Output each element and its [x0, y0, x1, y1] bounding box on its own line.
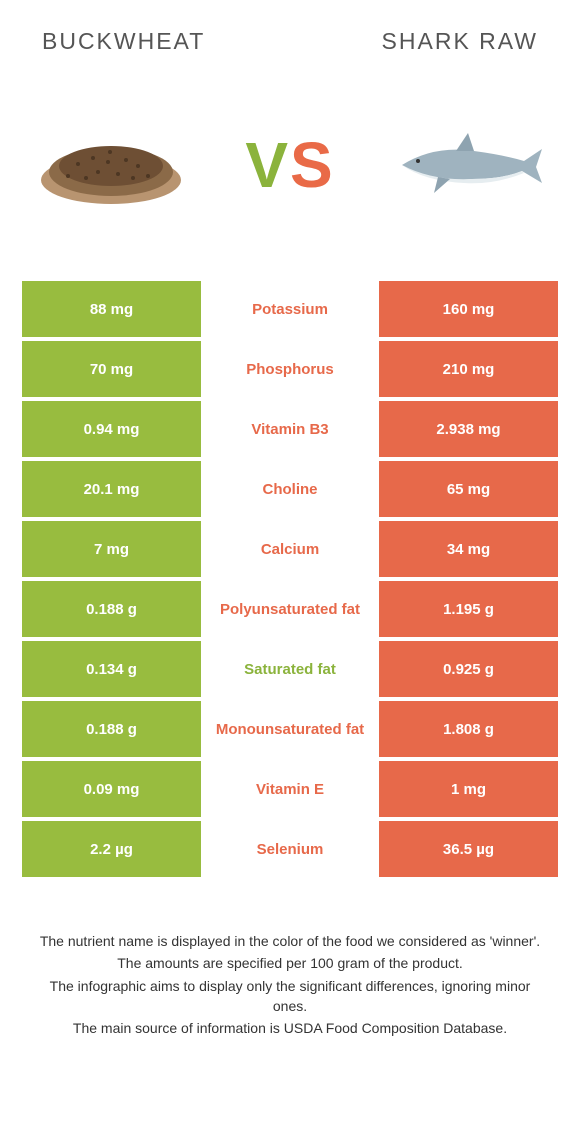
footer-line: The amounts are specified per 100 gram o… [32, 953, 548, 973]
cell-nutrient-name: Vitamin E [201, 761, 379, 817]
cell-nutrient-name: Vitamin B3 [201, 401, 379, 457]
cell-right-value: 36.5 µg [379, 821, 558, 877]
table-row: 2.2 µgSelenium36.5 µg [22, 821, 558, 877]
table-row: 0.188 gMonounsaturated fat1.808 g [22, 701, 558, 757]
table-row: 0.94 mgVitamin B32.938 mg [22, 401, 558, 457]
cell-left-value: 0.09 mg [22, 761, 201, 817]
cell-right-value: 160 mg [379, 281, 558, 337]
shark-image [394, 115, 544, 215]
vs-v-letter: V [245, 129, 290, 201]
cell-nutrient-name: Monounsaturated fat [201, 701, 379, 757]
table-row: 70 mgPhosphorus210 mg [22, 341, 558, 397]
footer-line: The infographic aims to display only the… [32, 976, 548, 1017]
table-row: 20.1 mgCholine65 mg [22, 461, 558, 517]
cell-right-value: 34 mg [379, 521, 558, 577]
cell-left-value: 0.134 g [22, 641, 201, 697]
footer-line: The main source of information is USDA F… [32, 1018, 548, 1038]
cell-right-value: 1.195 g [379, 581, 558, 637]
cell-right-value: 0.925 g [379, 641, 558, 697]
table-row: 88 mgPotassium160 mg [22, 281, 558, 337]
cell-left-value: 0.94 mg [22, 401, 201, 457]
vs-s-letter: S [290, 129, 335, 201]
cell-right-value: 65 mg [379, 461, 558, 517]
cell-right-value: 2.938 mg [379, 401, 558, 457]
cell-nutrient-name: Potassium [201, 281, 379, 337]
cell-left-value: 20.1 mg [22, 461, 201, 517]
cell-nutrient-name: Saturated fat [201, 641, 379, 697]
header: Buckwheat Shark raw [0, 0, 580, 55]
cell-nutrient-name: Phosphorus [201, 341, 379, 397]
vs-label: VS [245, 128, 334, 202]
cell-left-value: 70 mg [22, 341, 201, 397]
table-row: 7 mgCalcium34 mg [22, 521, 558, 577]
table-row: 0.188 gPolyunsaturated fat1.195 g [22, 581, 558, 637]
title-left: Buckwheat [42, 28, 205, 55]
cell-right-value: 210 mg [379, 341, 558, 397]
cell-left-value: 0.188 g [22, 701, 201, 757]
nutrient-table: 88 mgPotassium160 mg70 mgPhosphorus210 m… [22, 281, 558, 877]
buckwheat-image [36, 115, 186, 215]
cell-nutrient-name: Polyunsaturated fat [201, 581, 379, 637]
cell-left-value: 2.2 µg [22, 821, 201, 877]
cell-left-value: 7 mg [22, 521, 201, 577]
vs-row: VS [0, 55, 580, 263]
cell-nutrient-name: Choline [201, 461, 379, 517]
cell-right-value: 1.808 g [379, 701, 558, 757]
title-right: Shark raw [382, 28, 538, 55]
cell-left-value: 88 mg [22, 281, 201, 337]
table-row: 0.09 mgVitamin E1 mg [22, 761, 558, 817]
table-row: 0.134 gSaturated fat0.925 g [22, 641, 558, 697]
cell-nutrient-name: Calcium [201, 521, 379, 577]
footer-line: The nutrient name is displayed in the co… [32, 931, 548, 951]
cell-right-value: 1 mg [379, 761, 558, 817]
footer-text: The nutrient name is displayed in the co… [32, 931, 548, 1038]
cell-left-value: 0.188 g [22, 581, 201, 637]
cell-nutrient-name: Selenium [201, 821, 379, 877]
